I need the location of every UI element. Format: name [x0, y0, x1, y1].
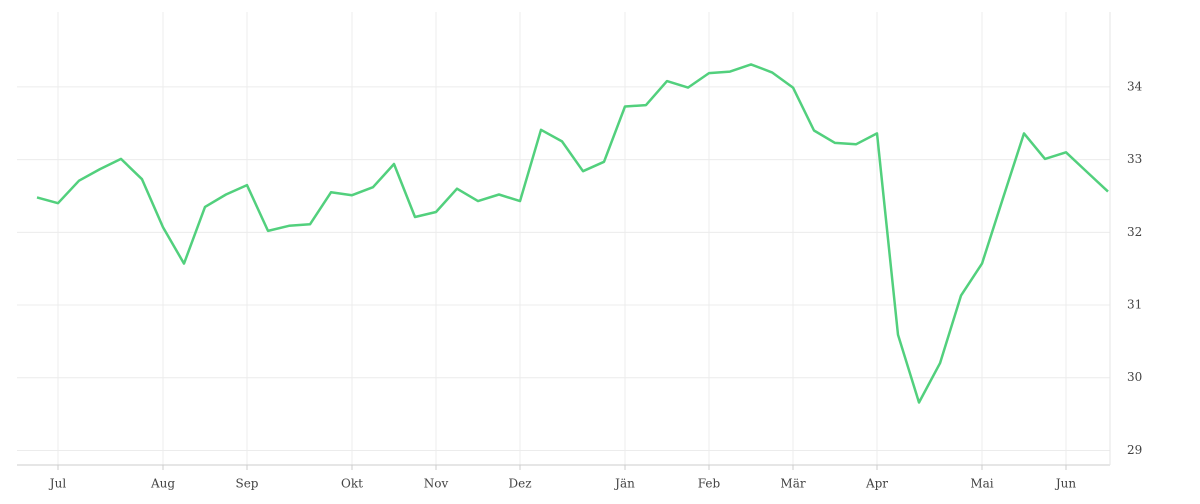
x-tick-label: Jun	[1054, 477, 1077, 491]
x-tick-label: Apr	[865, 477, 888, 491]
x-tick-label: Aug	[150, 477, 175, 491]
x-tick-label: Jul	[48, 477, 67, 491]
x-tick-label: Mai	[970, 477, 993, 491]
y-tick-label: 32	[1127, 225, 1142, 239]
y-tick-label: 31	[1127, 298, 1142, 312]
x-tick-label: Sep	[235, 477, 258, 491]
y-tick-label: 34	[1127, 79, 1143, 93]
x-tick-label: Feb	[698, 477, 721, 491]
series-line	[36, 63, 1109, 404]
x-tick-label: Okt	[341, 477, 363, 491]
x-tick-label: Dez	[508, 477, 531, 491]
x-tick-label: Jän	[613, 477, 635, 491]
x-tick-label: Mär	[780, 477, 805, 491]
y-tick-label: 29	[1127, 443, 1142, 457]
y-tick-label: 30	[1127, 370, 1142, 384]
y-tick-label: 33	[1127, 152, 1142, 166]
x-tick-label: Nov	[424, 477, 449, 491]
